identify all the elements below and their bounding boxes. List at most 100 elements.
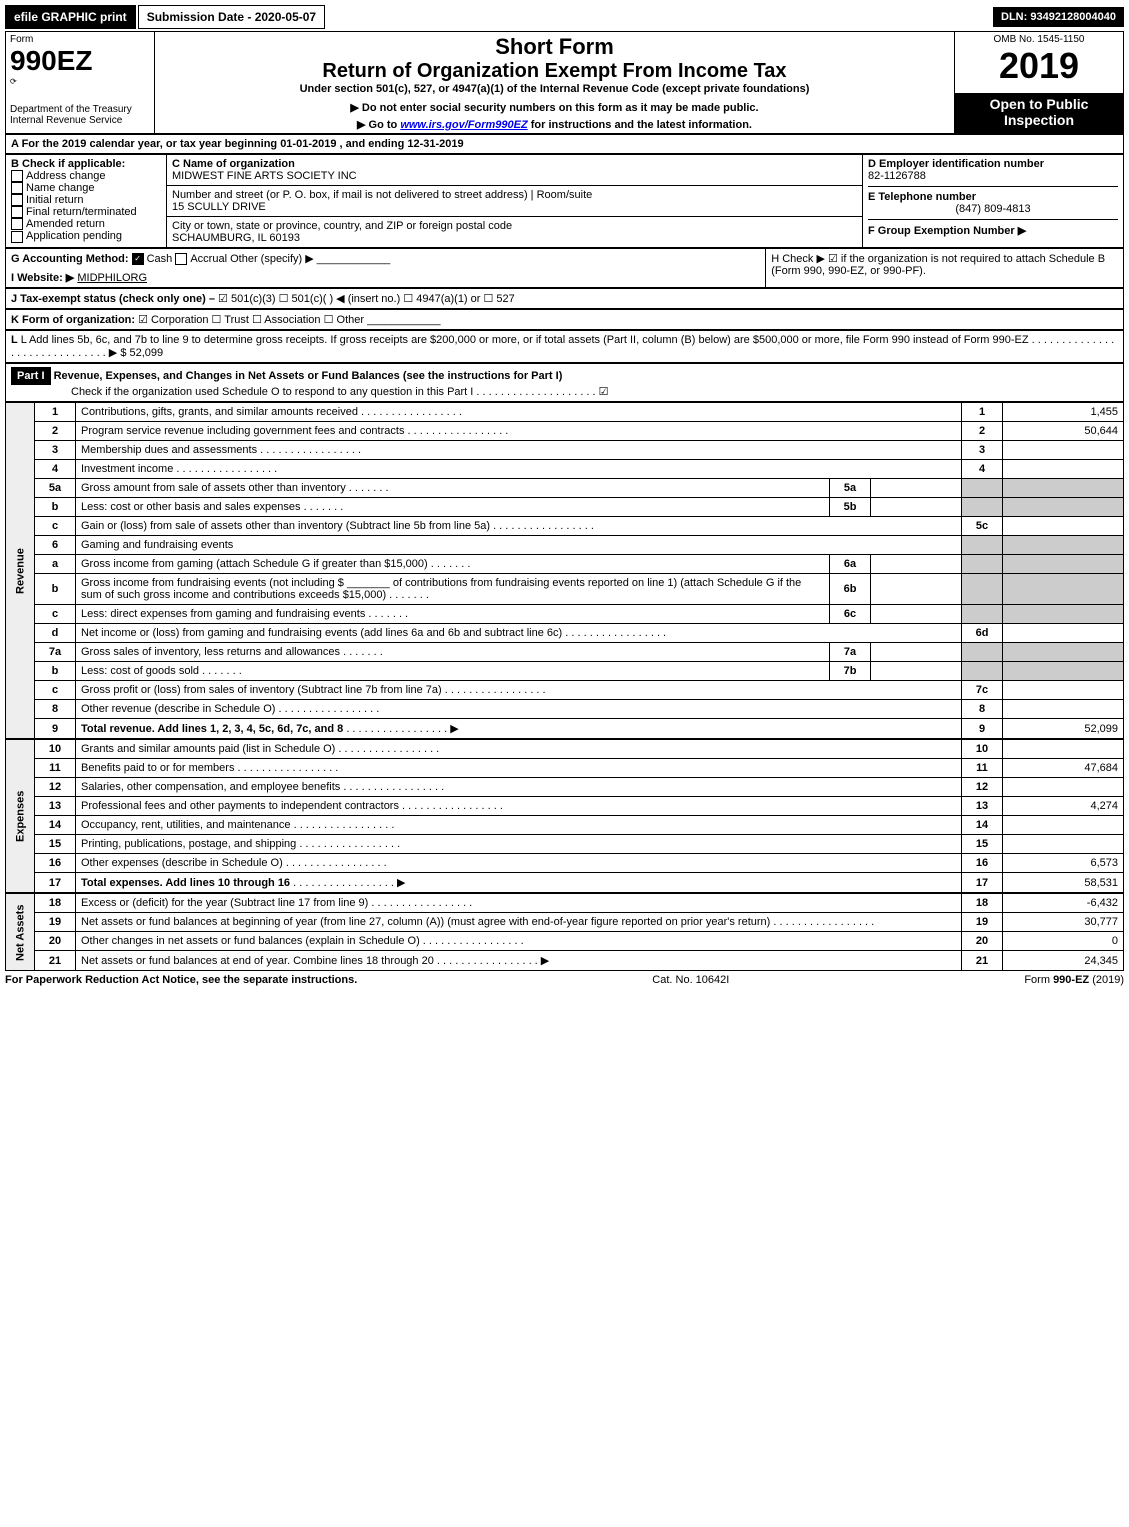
line-value: 6,573 — [1003, 854, 1124, 873]
table-row: cGross profit or (loss) from sales of in… — [6, 681, 1124, 700]
title-short-form: Short Form — [159, 34, 950, 60]
top-bar: efile GRAPHIC print Submission Date - 20… — [5, 5, 1124, 29]
line-desc: Program service revenue including govern… — [76, 422, 962, 441]
table-row: bLess: cost or other basis and sales exp… — [6, 498, 1124, 517]
f-label: F Group Exemption Number ▶ — [868, 225, 1026, 237]
right-val-shade — [1003, 605, 1124, 624]
sub-line-number: 6a — [830, 555, 871, 574]
table-row: aGross income from gaming (attach Schedu… — [6, 555, 1124, 574]
line-number: 14 — [35, 816, 76, 835]
opt-final: Final return/terminated — [26, 206, 137, 218]
opt-address: Address change — [26, 170, 106, 182]
line-number: a — [35, 555, 76, 574]
footer-left: For Paperwork Reduction Act Notice, see … — [5, 974, 357, 986]
table-row: 7aGross sales of inventory, less returns… — [6, 643, 1124, 662]
line-desc: Excess or (deficit) for the year (Subtra… — [76, 894, 962, 913]
line-desc: Gross income from fundraising events (no… — [76, 574, 830, 605]
right-line-number: 3 — [962, 441, 1003, 460]
chk-pending[interactable] — [11, 231, 23, 243]
title-return: Return of Organization Exempt From Incom… — [159, 60, 950, 83]
line-desc: Occupancy, rent, utilities, and maintena… — [76, 816, 962, 835]
chk-accrual[interactable] — [175, 253, 187, 265]
right-line-number: 10 — [962, 740, 1003, 759]
table-row: 21Net assets or fund balances at end of … — [6, 951, 1124, 971]
line-number: d — [35, 624, 76, 643]
line-desc: Professional fees and other payments to … — [76, 797, 962, 816]
line-desc: Investment income . . . . . . . . . . . … — [76, 460, 962, 479]
line-number: 4 — [35, 460, 76, 479]
right-line-number: 16 — [962, 854, 1003, 873]
c-name-label: C Name of organization — [172, 158, 295, 170]
right-line-number: 5c — [962, 517, 1003, 536]
sub-line-number: 6b — [830, 574, 871, 605]
line-number: 16 — [35, 854, 76, 873]
dln: DLN: 93492128004040 — [993, 7, 1124, 27]
table-row: 6Gaming and fundraising events — [6, 536, 1124, 555]
right-val-shade — [1003, 574, 1124, 605]
part1-checkmark: ☑ — [599, 386, 609, 398]
right-line-number: 17 — [962, 873, 1003, 893]
line-desc: Less: direct expenses from gaming and fu… — [76, 605, 830, 624]
table-row: 9Total revenue. Add lines 1, 2, 3, 4, 5c… — [6, 719, 1124, 739]
tax-year-text: A For the 2019 calendar year, or tax yea… — [6, 135, 1124, 154]
chk-address[interactable] — [11, 170, 23, 182]
line-desc: Other changes in net assets or fund bala… — [76, 932, 962, 951]
line-desc: Gain or (loss) from sale of assets other… — [76, 517, 962, 536]
table-row: cLess: direct expenses from gaming and f… — [6, 605, 1124, 624]
irs-link[interactable]: www.irs.gov/Form990EZ — [400, 119, 527, 131]
line-number: 2 — [35, 422, 76, 441]
chk-name[interactable] — [11, 182, 23, 194]
line-value — [1003, 624, 1124, 643]
table-row: 8Other revenue (describe in Schedule O) … — [6, 700, 1124, 719]
j-text: ☑ 501(c)(3) ☐ 501(c)( ) ◀ (insert no.) ☐… — [218, 293, 515, 305]
table-row: 5aGross amount from sale of assets other… — [6, 479, 1124, 498]
sub-line-value — [871, 605, 962, 624]
line-value: 47,684 — [1003, 759, 1124, 778]
chk-cash[interactable]: ✓ — [132, 253, 144, 265]
line-number: 7a — [35, 643, 76, 662]
table-row: 20Other changes in net assets or fund ba… — [6, 932, 1124, 951]
d-label: D Employer identification number — [868, 158, 1044, 170]
line-value — [1003, 460, 1124, 479]
line-number: 17 — [35, 873, 76, 893]
chk-amended[interactable] — [11, 218, 23, 230]
line-number: 18 — [35, 894, 76, 913]
sub-line-value — [871, 479, 962, 498]
opt-cash: Cash — [147, 253, 173, 265]
form-header: Form 990EZ ⟳ Department of the Treasury … — [5, 31, 1124, 134]
chk-final[interactable] — [11, 206, 23, 218]
line-number: 8 — [35, 700, 76, 719]
line-a: A For the 2019 calendar year, or tax yea… — [5, 134, 1124, 154]
table-row: cGain or (loss) from sale of assets othe… — [6, 517, 1124, 536]
opt-other: Other (specify) ▶ — [230, 253, 314, 265]
table-row: bLess: cost of goods sold . . . . . . .7… — [6, 662, 1124, 681]
efile-btn[interactable]: efile GRAPHIC print — [5, 5, 136, 29]
line-desc: Net income or (loss) from gaming and fun… — [76, 624, 962, 643]
line-value: 24,345 — [1003, 951, 1124, 971]
line-desc: Gross profit or (loss) from sales of inv… — [76, 681, 962, 700]
line-number: 5a — [35, 479, 76, 498]
sub-line-number: 6c — [830, 605, 871, 624]
right-line-number: 21 — [962, 951, 1003, 971]
line-value — [1003, 816, 1124, 835]
table-row: 4Investment income . . . . . . . . . . .… — [6, 460, 1124, 479]
right-num-shade — [962, 643, 1003, 662]
line-desc: Gross amount from sale of assets other t… — [76, 479, 830, 498]
right-num-shade — [962, 498, 1003, 517]
line-value: 52,099 — [1003, 719, 1124, 739]
subtitle-section: Under section 501(c), 527, or 4947(a)(1)… — [159, 83, 950, 95]
right-val-shade — [1003, 498, 1124, 517]
right-line-number: 6d — [962, 624, 1003, 643]
line-number: c — [35, 681, 76, 700]
line-j: J Tax-exempt status (check only one) – ☑… — [5, 288, 1124, 309]
line-desc: Gross sales of inventory, less returns a… — [76, 643, 830, 662]
warn-ssn: Do not enter social security numbers on … — [159, 101, 950, 114]
line-value: 0 — [1003, 932, 1124, 951]
right-line-number: 15 — [962, 835, 1003, 854]
chk-initial[interactable] — [11, 194, 23, 206]
table-row: 15Printing, publications, postage, and s… — [6, 835, 1124, 854]
section-side-label: Revenue — [6, 403, 35, 739]
part1-header: Part I Revenue, Expenses, and Changes in… — [5, 363, 1124, 402]
part1-label: Part I — [11, 367, 51, 385]
sub-line-number: 5a — [830, 479, 871, 498]
